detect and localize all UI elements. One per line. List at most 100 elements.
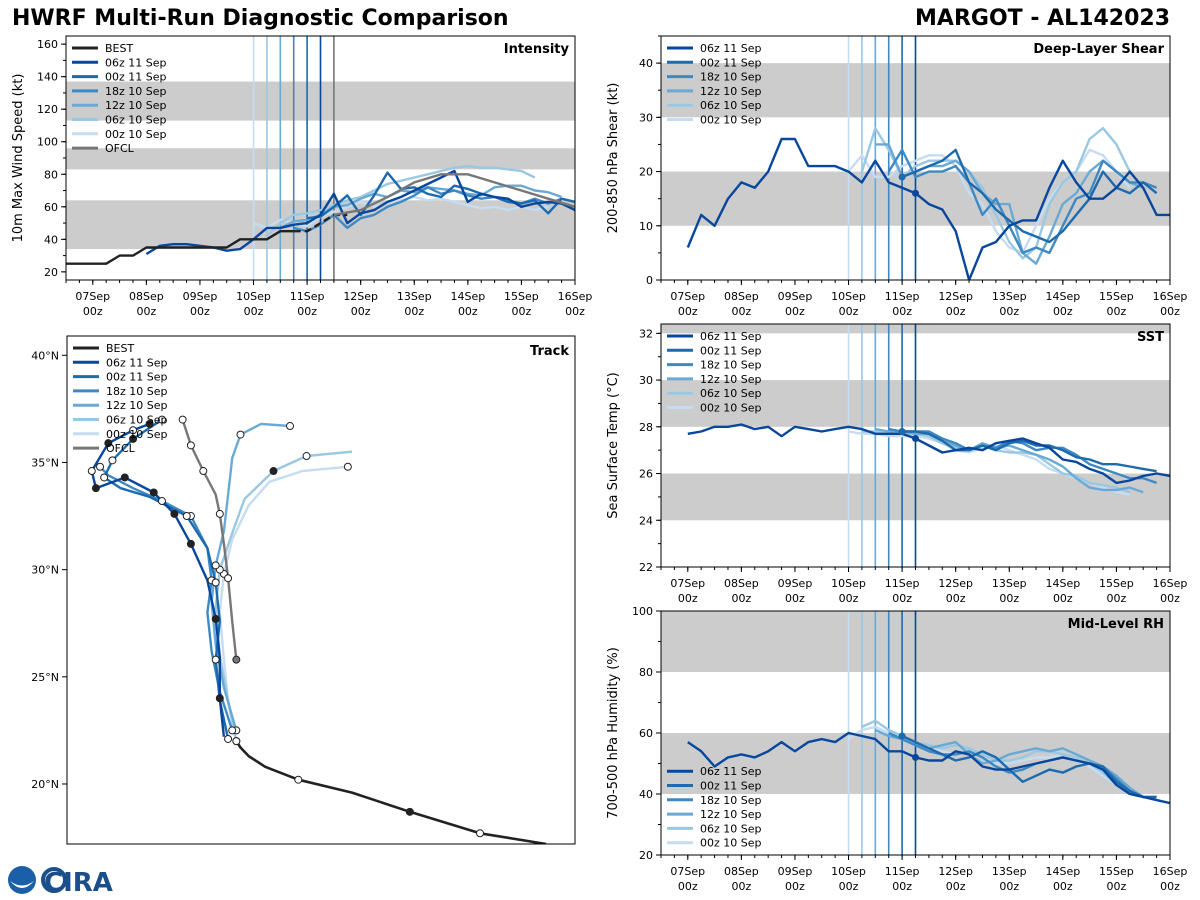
- sst-xtick-sublabel: 00z: [839, 592, 859, 605]
- track-position-marker: [211, 614, 220, 623]
- sst-ytick-label: 32: [639, 327, 653, 340]
- shear-xtick-label: 14Sep: [1045, 290, 1080, 303]
- shear-panel-title: Deep-Layer Shear: [1033, 42, 1164, 57]
- shear-ytick-label: 30: [639, 111, 653, 124]
- track-legend-label: 06z 11 Sep: [106, 356, 168, 369]
- track-position-marker: [87, 467, 96, 476]
- track-position-marker: [476, 829, 485, 838]
- sst-xtick-label: 14Sep: [1045, 577, 1080, 590]
- sst-xtick-label: 10Sep: [831, 577, 866, 590]
- sst-ytick-label: 26: [639, 468, 653, 481]
- intensity-series-line: [306, 171, 575, 220]
- intensity-xtick-label: 11Sep: [290, 290, 325, 303]
- intensity-xtick-sublabel: 00z: [83, 305, 103, 318]
- sst-ytick-label: 30: [639, 374, 653, 387]
- sst-legend-label: 06z 10 Sep: [700, 387, 762, 400]
- rh-legend-label: 18z 10 Sep: [700, 794, 762, 807]
- sst-legend-label: 12z 10 Sep: [700, 373, 762, 386]
- track-position-marker: [157, 415, 166, 424]
- intensity-plot-area: [66, 36, 575, 280]
- intensity-xtick-sublabel: 00z: [297, 305, 317, 318]
- intensity-ytick-label: 40: [44, 233, 58, 246]
- intensity-xtick-label: 12Sep: [343, 290, 378, 303]
- intensity-series-line: [253, 195, 549, 230]
- intensity-xtick-sublabel: 00z: [458, 305, 478, 318]
- sst-series-line: [888, 427, 1157, 485]
- shear-init-marker: [912, 189, 919, 197]
- shear-xtick-sublabel: 00z: [1160, 305, 1180, 318]
- track-plot-area: [67, 336, 575, 844]
- rh-series-line: [687, 731, 1170, 805]
- shear-series-line: [901, 148, 1158, 244]
- intensity-ytick-label: 140: [37, 71, 58, 84]
- track-position-marker: [157, 497, 166, 506]
- track-position-marker: [232, 655, 241, 664]
- intensity-xtick-sublabel: 00z: [244, 305, 264, 318]
- rh-xtick-sublabel: 00z: [1160, 880, 1180, 893]
- sst-series-line: [902, 430, 1157, 473]
- sst-xtick-sublabel: 00z: [678, 592, 698, 605]
- rh-legend-label: 00z 11 Sep: [700, 780, 762, 793]
- shear-legend-label: 06z 10 Sep: [700, 99, 762, 112]
- shear-xtick-label: 10Sep: [831, 290, 866, 303]
- sst-legend-label: 06z 11 Sep: [700, 330, 762, 343]
- shear-legend-label: 12z 10 Sep: [700, 85, 762, 98]
- noaa-cira-logo: CIRA: [4, 864, 114, 900]
- track-position-marker: [211, 655, 220, 664]
- rh-series-line: [901, 734, 1157, 799]
- shear-legend-label: 00z 11 Sep: [700, 56, 762, 69]
- sst-xtick-sublabel: 00z: [892, 592, 912, 605]
- rh-xtick-label: 11Sep: [885, 865, 920, 878]
- shear-xtick-sublabel: 00z: [1053, 305, 1073, 318]
- rh-xtick-label: 10Sep: [831, 865, 866, 878]
- shear-init-marker: [898, 173, 906, 181]
- shear-xtick-sublabel: 00z: [678, 305, 698, 318]
- track-position-marker: [211, 561, 220, 570]
- rh-panel: 20 40 60 80 100 07Sep 00z 08Sep 00z 09Sep 00z 10Sep…: [606, 605, 1187, 893]
- intensity-legend-label: 06z 10 Sep: [105, 114, 167, 127]
- shear-xtick-label: 11Sep: [885, 290, 920, 303]
- track-position-marker: [145, 419, 154, 428]
- shear-ytick-label: 0: [646, 274, 653, 287]
- rh-legend-label: 06z 11 Sep: [700, 765, 762, 778]
- rh-xtick-label: 09Sep: [778, 865, 813, 878]
- track-legend-label: 00z 11 Sep: [106, 371, 168, 384]
- sst-xtick-label: 07Sep: [670, 577, 705, 590]
- track-position-marker: [199, 467, 208, 476]
- intensity-xtick-sublabel: 00z: [512, 305, 532, 318]
- rh-ylabel: 700-500 hPa Humidity (%): [606, 647, 621, 819]
- rh-xtick-sublabel: 00z: [678, 880, 698, 893]
- sst-xtick-label: 11Sep: [885, 577, 920, 590]
- rh-xtick-label: 07Sep: [670, 865, 705, 878]
- intensity-ytick-label: 20: [44, 266, 58, 279]
- track-position-marker: [215, 694, 224, 703]
- intensity-series-line: [66, 229, 294, 265]
- shear-xtick-label: 12Sep: [938, 290, 973, 303]
- intensity-xtick-sublabel: 00z: [351, 305, 371, 318]
- intensity-xtick-label: 07Sep: [75, 290, 110, 303]
- rh-xtick-sublabel: 00z: [946, 880, 966, 893]
- shear-series-line: [860, 126, 1131, 260]
- intensity-xtick-sublabel: 00z: [404, 305, 424, 318]
- intensity-xtick-sublabel: 00z: [136, 305, 156, 318]
- rh-init-marker: [898, 732, 906, 740]
- intensity-xtick-sublabel: 00z: [565, 305, 585, 318]
- sst-xtick-sublabel: 00z: [1107, 592, 1127, 605]
- sst-ytick-label: 28: [639, 421, 653, 434]
- shear-legend-label: 00z 10 Sep: [700, 114, 762, 127]
- rh-xtick-sublabel: 00z: [999, 880, 1019, 893]
- track-position-marker: [294, 775, 303, 784]
- intensity-legend-label: OFCL: [105, 142, 135, 155]
- shear-ytick-label: 40: [639, 57, 653, 70]
- shear-xtick-sublabel: 00z: [785, 305, 805, 318]
- track-position-marker: [104, 439, 113, 448]
- track-ytick-label: 30°N: [31, 564, 59, 577]
- sst-panel-title: SST: [1137, 330, 1164, 345]
- rh-xtick-label: 16Sep: [1153, 865, 1188, 878]
- sst-xtick-label: 15Sep: [1099, 577, 1134, 590]
- rh-series-line: [888, 731, 1157, 799]
- track-position-marker: [149, 488, 158, 497]
- shear-xtick-sublabel: 00z: [731, 305, 751, 318]
- sst-legend-label: 00z 10 Sep: [700, 402, 762, 415]
